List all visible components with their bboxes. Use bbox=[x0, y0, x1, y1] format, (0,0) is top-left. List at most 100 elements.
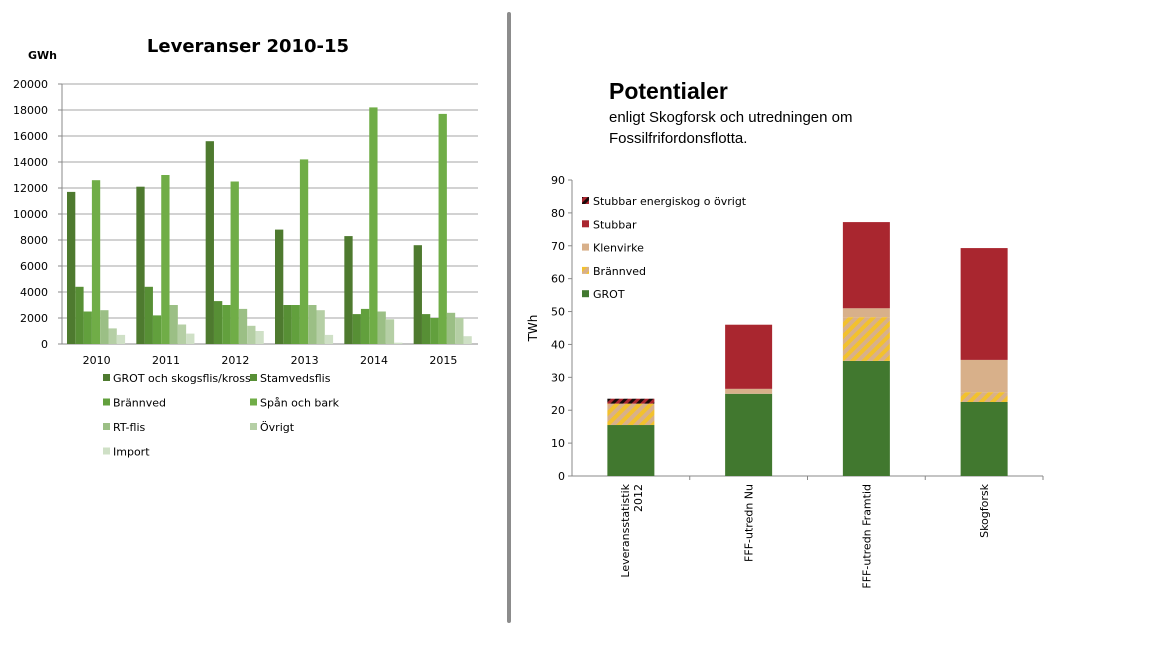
bar-sp-n-och-bark-2011 bbox=[161, 175, 170, 344]
bar-grot-0 bbox=[607, 425, 655, 476]
legend-label: Övrigt bbox=[260, 421, 295, 434]
right-y-axis-label: TWh bbox=[526, 315, 540, 343]
legend-label: GROT och skogsflis/kross bbox=[113, 372, 251, 385]
legend-swatch bbox=[582, 220, 589, 228]
y-tick-label: 30 bbox=[551, 371, 565, 384]
bar-import-2011 bbox=[186, 333, 195, 344]
y-tick-label: 10 bbox=[551, 437, 565, 450]
legend-swatch bbox=[250, 398, 257, 406]
bar-grot-1 bbox=[725, 393, 773, 476]
legend-swatch bbox=[103, 398, 110, 406]
bar-br-nnved-2013 bbox=[291, 305, 300, 344]
legend-swatch bbox=[103, 447, 110, 455]
bar-grot-3 bbox=[960, 402, 1008, 476]
bar--vrigt-2014 bbox=[385, 319, 395, 344]
bar-stamvedsflis-2014 bbox=[352, 314, 361, 344]
y-tick-label: 12000 bbox=[13, 182, 48, 195]
legend-swatch bbox=[582, 197, 589, 204]
bar-stubbar-2 bbox=[842, 222, 890, 309]
bar-rt-flis-2012 bbox=[238, 308, 248, 344]
x-tick-label: Leveransstatistik2012 bbox=[619, 483, 645, 577]
y-tick-label: 14000 bbox=[13, 156, 48, 169]
bar-grot-och-skogsflis-kross-2011 bbox=[136, 186, 145, 344]
x-tick-label: 2013 bbox=[291, 354, 319, 367]
bar-stamvedsflis-2015 bbox=[421, 314, 431, 344]
y-tick-label: 20000 bbox=[13, 78, 48, 91]
bar--vrigt-2015 bbox=[455, 318, 464, 344]
x-tick-label: Skogforsk bbox=[978, 483, 991, 538]
bar-br-nnved-2010 bbox=[83, 311, 92, 344]
left-y-axis-label: GWh bbox=[28, 49, 57, 62]
y-tick-label: 8000 bbox=[20, 234, 48, 247]
bar-rt-flis-2010 bbox=[100, 310, 109, 344]
bar-br-nnved-2014 bbox=[360, 308, 370, 344]
bar--vrigt-2013 bbox=[316, 310, 325, 344]
bar-grot-2 bbox=[842, 360, 890, 476]
x-tick-label: FFF-utredn Nu bbox=[743, 484, 756, 562]
bar-rt-flis-2011 bbox=[169, 305, 178, 344]
legend-label: Klenvirke bbox=[593, 242, 644, 255]
right-chart-title: Potentialer bbox=[609, 78, 728, 104]
bar-sp-n-och-bark-2013 bbox=[299, 159, 309, 344]
bar-sp-n-och-bark-2012 bbox=[230, 181, 239, 344]
right-chart-subtitle: enligt Skogforsk och utredningen om Foss… bbox=[609, 109, 853, 147]
legend-label: Stubbar bbox=[593, 218, 637, 231]
bar-grot-och-skogsflis-kross-2010 bbox=[67, 191, 76, 344]
bar-br-nnved-2015 bbox=[430, 318, 439, 344]
y-tick-label: 70 bbox=[551, 240, 565, 253]
legend-swatch bbox=[582, 266, 589, 274]
legend-swatch bbox=[103, 374, 110, 381]
bar-rt-flis-2014 bbox=[377, 311, 386, 344]
y-tick-label: 2000 bbox=[20, 312, 48, 325]
bar-grot-och-skogsflis-kross-2014 bbox=[344, 236, 353, 344]
legend-label: Stubbar energiskog o övrigt bbox=[593, 195, 747, 208]
y-tick-label: 80 bbox=[551, 207, 565, 220]
x-tick-label: 2011 bbox=[152, 354, 180, 367]
y-tick-label: 20 bbox=[551, 404, 565, 417]
legend-label: Brännved bbox=[113, 397, 166, 410]
bar-grot-och-skogsflis-kross-2015 bbox=[413, 245, 422, 344]
x-tick-label: 2010 bbox=[83, 354, 111, 367]
bar-klenvirke-2 bbox=[842, 308, 890, 318]
legend-label: RT-flis bbox=[113, 421, 146, 434]
x-tick-label: FFF-utredn Framtid bbox=[860, 484, 873, 589]
bar-import-2012 bbox=[255, 331, 264, 344]
y-tick-label: 4000 bbox=[20, 286, 48, 299]
bar-stubbar-3 bbox=[960, 248, 1008, 360]
x-tick-label: 2012 bbox=[221, 354, 249, 367]
bar-rt-flis-2015 bbox=[446, 312, 456, 344]
y-tick-label: 10000 bbox=[13, 208, 48, 221]
bar-sp-n-och-bark-2010 bbox=[91, 180, 101, 344]
bar-br-nnved-3 bbox=[960, 392, 1008, 402]
bar-stamvedsflis-2013 bbox=[283, 305, 292, 344]
y-tick-label: 6000 bbox=[20, 260, 48, 273]
bar-br-nnved-2 bbox=[842, 317, 890, 361]
bar-br-nnved-2011 bbox=[152, 315, 162, 344]
legend-swatch bbox=[250, 374, 257, 381]
bar-stubbar-energiskog-o-vrigt-0 bbox=[607, 398, 655, 404]
y-tick-label: 0 bbox=[41, 338, 48, 351]
divider bbox=[507, 12, 511, 623]
bar-stubbar-1 bbox=[725, 324, 773, 389]
y-tick-label: 50 bbox=[551, 306, 565, 319]
bar-br-nnved-2012 bbox=[222, 305, 231, 344]
x-tick-label: 2015 bbox=[429, 354, 457, 367]
legend-label: Import bbox=[113, 446, 150, 459]
legend-swatch bbox=[103, 423, 110, 430]
bar-klenvirke-1 bbox=[725, 388, 773, 394]
bar-import-2010 bbox=[116, 334, 126, 344]
legend-label: Spån och bark bbox=[260, 397, 340, 410]
bar-import-2014 bbox=[394, 342, 403, 344]
bar-stamvedsflis-2010 bbox=[75, 286, 84, 344]
left-chart-title: Leveranser 2010-15 bbox=[147, 36, 349, 57]
legend-swatch bbox=[582, 243, 589, 251]
bar-br-nnved-0 bbox=[607, 403, 655, 426]
bar-grot-och-skogsflis-kross-2012 bbox=[205, 141, 214, 344]
bar--vrigt-2012 bbox=[247, 325, 256, 344]
bar-klenvirke-3 bbox=[960, 359, 1008, 393]
y-tick-label: 0 bbox=[558, 470, 565, 483]
bar-grot-och-skogsflis-kross-2013 bbox=[275, 229, 284, 344]
legend-swatch bbox=[250, 423, 257, 430]
bar-import-2013 bbox=[324, 334, 334, 344]
